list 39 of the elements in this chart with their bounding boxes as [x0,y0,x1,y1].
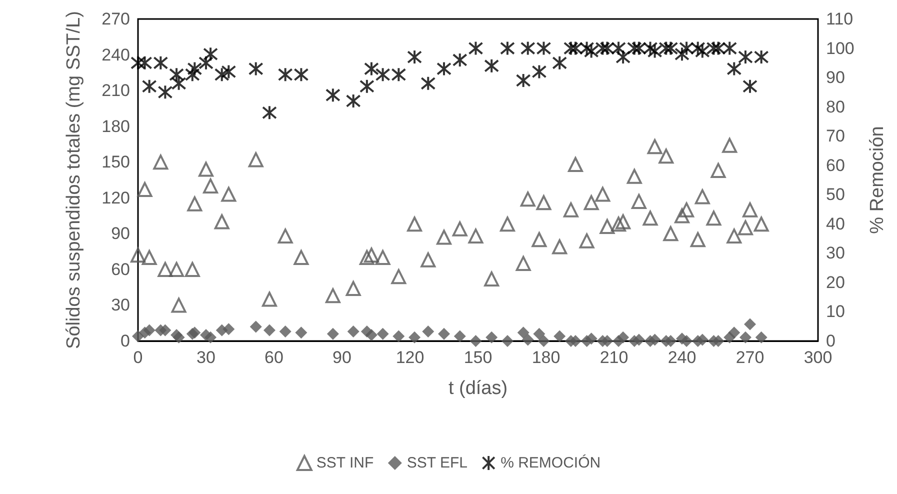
x-tick-label: 210 [600,348,628,367]
y2-tick-label: 80 [826,97,845,116]
legend-label: % REMOCIÓN [500,454,601,472]
x-tick-label: 60 [264,348,284,367]
y-tick-label: 90 [111,224,130,244]
x-tick-label: 30 [196,348,216,367]
x-tick-label: 270 [736,348,764,367]
y2-tick-label: 110 [826,10,854,28]
y-tick-label: 150 [102,152,130,172]
y2-tick-label: 10 [826,302,845,322]
x-tick-label: 0 [133,348,143,367]
y2-tick-label: 0 [826,332,836,350]
legend-label: SST EFL [406,454,468,472]
y2-tick-label: 100 [826,38,854,58]
y-tick-label: 0 [120,332,130,350]
y2-tick-label: 70 [826,126,845,146]
legend-label: SST INF [316,454,374,472]
x-tick-label: 120 [396,348,424,367]
y2-axis-title: % Remoción [867,126,888,234]
y2-tick-label: 20 [826,272,845,292]
y-tick-label: 120 [102,188,130,208]
y-tick-label: 30 [111,296,130,315]
y-tick-label: 180 [102,116,130,136]
y-tick-label: 210 [102,81,130,100]
y2-tick-label: 90 [826,68,845,88]
x-axis-title: t (días) [448,378,508,399]
y2-tick-label: 40 [826,214,845,234]
x-tick-label: 150 [464,348,492,367]
x-tick-label: 240 [668,348,696,367]
y-tick-label: 240 [102,45,130,64]
y2-tick-label: 60 [826,156,845,175]
x-tick-label: 90 [332,348,352,367]
y-tick-label: 270 [102,10,130,28]
x-tick-label: 300 [804,348,832,367]
y-tick-label: 60 [111,260,130,279]
y-axis-title: Sólidos suspendidos totales (mg SST/L) [64,11,84,349]
y2-tick-label: 50 [826,185,845,204]
x-tick-label: 180 [532,348,560,367]
y2-tick-label: 30 [826,244,845,263]
